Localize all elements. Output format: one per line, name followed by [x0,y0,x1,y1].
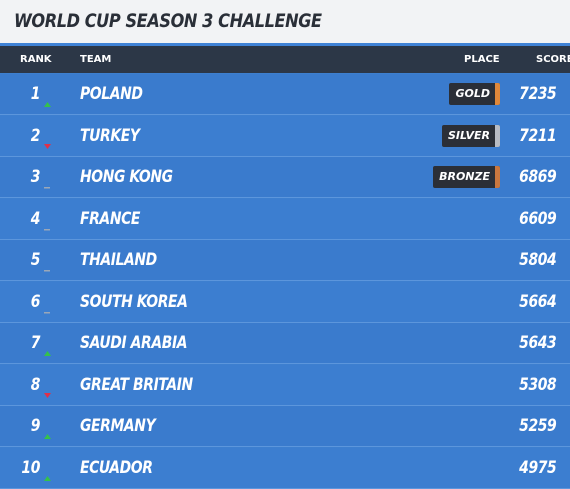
rank: 1 [30,84,41,104]
table-row: 9 GERMANY 5259 [0,406,570,447]
place-stripe [495,83,500,105]
table-row: 2 TURKEY SILVER 7211 [0,115,570,157]
team-name: GREAT BRITAIN [80,374,193,395]
trend-icon [44,134,51,153]
score: 7235 [518,84,557,104]
place-label: GOLD [455,87,490,100]
column-header: TEAM [80,54,112,65]
trend-icon [44,383,51,402]
trend-none [44,311,50,313]
trend-icon [44,258,50,277]
rank: 2 [30,125,41,146]
trend-none [44,187,50,189]
table-row: 8 GREAT BRITAIN 5308 [0,364,570,406]
team-name: ECUADOR [80,457,153,478]
trend-icon [44,466,51,485]
score: 4975 [518,457,557,478]
score: 5643 [518,333,557,353]
rank: 8 [30,374,41,395]
trend-up [44,351,51,356]
rank: 7 [30,333,41,353]
place-stripe [495,166,500,188]
rank: 3 [30,167,41,187]
table-row: 4 FRANCE 6609 [0,198,570,240]
team-name: TURKEY [80,125,140,146]
trend-icon [44,300,50,319]
trend-up [44,102,51,107]
place-badge: GOLD [449,83,500,105]
score: 6869 [518,167,557,187]
trend-none [44,270,50,272]
score: 5259 [518,416,557,436]
trend-icon [44,92,51,111]
table-row: 3 HONG KONG BRONZE 6869 [0,157,570,198]
table-body: 1 POLAND GOLD 7235 2 TURKEY SILVER 7211 3 HONG KO… [0,74,570,489]
rank: 4 [30,208,41,229]
place-stripe [495,124,500,147]
column-header: PLACE [464,54,500,65]
trend-icon [44,175,50,194]
trend-icon [44,424,51,443]
trend-up [44,475,51,481]
score: 5664 [518,291,557,312]
team-name: SOUTH KOREA [80,291,188,312]
score: 5308 [518,374,557,395]
score: 7211 [518,125,557,146]
score: 6609 [518,208,557,229]
trend-none [44,228,50,230]
table-row: 5 THAILAND 5804 [0,240,570,281]
trend-down [44,143,51,149]
place-badge: SILVER [441,124,500,147]
title: WORLD CUP SEASON 3 CHALLENGE [14,10,322,32]
team-name: FRANCE [80,208,141,229]
place-label: SILVER [447,128,490,142]
trend-icon [44,217,50,236]
rank: 10 [21,457,40,478]
rank: 6 [30,291,41,312]
table-row: 7 SAUDI ARABIA 5643 [0,323,570,364]
team-name: GERMANY [80,416,156,436]
trend-icon [44,341,51,360]
trend-up [44,434,51,439]
score: 5804 [518,250,557,270]
column-header: RANK [20,54,52,65]
table-row: 10 ECUADOR 4975 [0,447,570,489]
column-header: SCORE [536,54,570,65]
rank: 9 [30,416,41,436]
team-name: POLAND [80,84,143,104]
trend-down [44,392,51,398]
team-name: SAUDI ARABIA [80,333,188,353]
rank: 5 [30,250,41,270]
table-header: RANK TEAM PLACE SCORE [0,46,570,73]
table-row: 6 SOUTH KOREA 5664 [0,281,570,323]
place-label: BRONZE [439,170,490,183]
table-row: 1 POLAND GOLD 7235 [0,74,570,115]
team-name: THAILAND [80,250,157,270]
place-badge: BRONZE [433,166,500,188]
team-name: HONG KONG [80,167,173,187]
title-bar: WORLD CUP SEASON 3 CHALLENGE [0,0,570,46]
